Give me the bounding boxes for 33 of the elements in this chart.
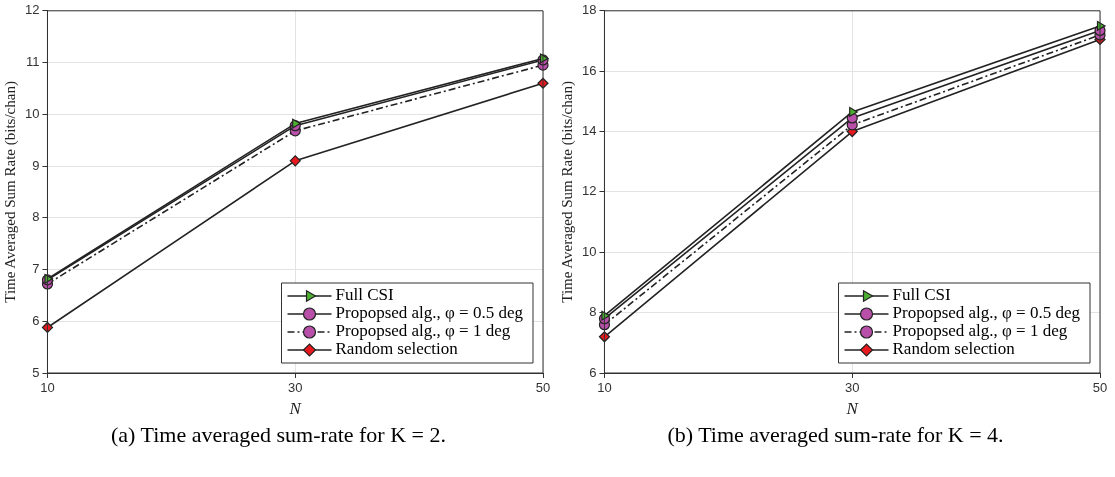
- y-tick-label: 14: [581, 123, 597, 139]
- legend-label: Propopsed alg., φ = 1 deg: [335, 321, 511, 341]
- x-axis-title: N: [288, 399, 303, 419]
- y-axis-title: Time Averaged Sum Rate (bits/chan): [558, 81, 576, 303]
- y-tick-label: 16: [581, 62, 597, 78]
- y-axis-title: Time Averaged Sum Rate (bits/chan): [1, 81, 19, 303]
- text: (b) Time averaged sum-rate for K = 4.: [666, 422, 1005, 448]
- x-tick-label: 50: [535, 380, 551, 396]
- y-tick-label: 9: [32, 157, 40, 173]
- legend-label: Propopsed alg., φ = 1 deg: [892, 321, 1068, 341]
- y-tick-label: 6: [589, 364, 597, 380]
- x-tick-label: 30: [288, 380, 303, 396]
- legend-label: Full CSI: [335, 285, 394, 305]
- y-tick-label: 10: [581, 243, 597, 259]
- x-axis-title: N: [845, 399, 860, 419]
- y-tick-label: 8: [32, 209, 40, 225]
- legend-label: Random selection: [335, 339, 459, 359]
- y-tick-label: 6: [32, 312, 40, 328]
- legend-label: Propopsed alg., φ = 0.5 deg: [335, 303, 524, 323]
- y-tick-label: 18: [581, 2, 597, 18]
- legend-label: Propopsed alg., φ = 0.5 deg: [892, 303, 1081, 323]
- y-tick-label: 8: [589, 304, 597, 320]
- y-tick-label: 5: [32, 364, 40, 380]
- x-tick-label: 50: [1092, 380, 1108, 396]
- legend-label: Full CSI: [892, 285, 951, 305]
- y-tick-label: 12: [24, 2, 40, 18]
- text: (a) Time averaged sum-rate for K = 2.: [110, 422, 447, 448]
- y-tick-label: 12: [581, 183, 597, 199]
- y-tick-label: 11: [25, 54, 40, 70]
- y-tick-label: 7: [32, 261, 40, 277]
- legend-label: Random selection: [892, 339, 1016, 359]
- x-tick-label: 30: [845, 380, 860, 396]
- y-tick-label: 10: [24, 105, 40, 121]
